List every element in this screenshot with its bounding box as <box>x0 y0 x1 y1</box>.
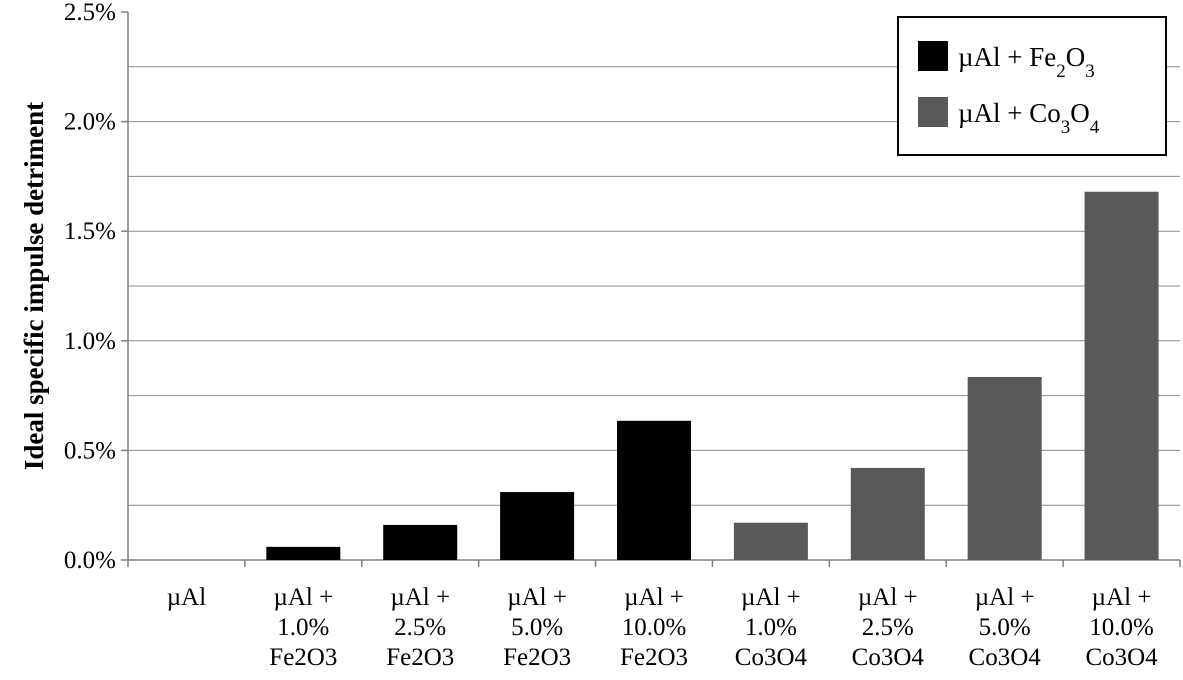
legend: µAl + Fe2O3 µAl + Co3O4 <box>897 16 1167 156</box>
bar-1-5 <box>617 420 691 560</box>
y-tick-label: 2.5% <box>64 0 116 26</box>
y-tick-label: 2.0% <box>64 109 116 136</box>
x-tick-label: µAl +10.0% Co3O4 <box>1085 584 1158 671</box>
legend-label: µAl + Fe2O3 <box>958 42 1095 82</box>
x-tick-label: µAl +5.0% Co3O4 <box>969 584 1042 671</box>
x-tick-label: µAl <box>167 584 206 611</box>
x-tick-label: µAl +5.0% Fe2O3 <box>503 584 571 671</box>
x-tick-label: µAl +10.0% Fe2O3 <box>620 584 688 671</box>
x-tick-label: µAl +2.5% Fe2O3 <box>386 584 454 671</box>
x-tick-label: µAl +2.5% Co3O4 <box>852 584 925 671</box>
bar-1-4 <box>500 492 575 560</box>
bar-1-2 <box>266 546 341 560</box>
legend-swatch <box>918 97 948 127</box>
y-axis-label: Ideal specific impulse detriment <box>19 102 49 470</box>
x-tick-labels: µAl µAl +1.0% Fe2O3 µAl +2.5% Fe2O3 µAl +5.0%… <box>167 584 1158 671</box>
legend-box <box>897 16 1167 156</box>
y-tick-label: 0.5% <box>64 437 116 464</box>
gridlines <box>128 66 1180 506</box>
bar-2-8 <box>967 376 1042 560</box>
x-tick-label: µAl +1.0% Fe2O3 <box>269 584 337 671</box>
x-tick-label: µAl +1.0% Co3O4 <box>735 584 808 671</box>
y-tick-labels: 0.0% 0.5% 1.0% 1.5% 2.0% 2.5% <box>64 0 116 574</box>
y-tick-label: 0.0% <box>64 547 116 574</box>
bar-2-6 <box>733 522 808 560</box>
legend-swatch <box>918 41 948 71</box>
y-tick-label: 1.0% <box>64 328 116 355</box>
bar-2-9 <box>1084 191 1159 560</box>
bar-1-3 <box>383 524 458 560</box>
bars <box>266 191 1159 560</box>
legend-label: µAl + Co3O4 <box>958 98 1100 138</box>
y-tick-label: 1.5% <box>64 218 116 245</box>
bar-2-7 <box>850 467 925 560</box>
